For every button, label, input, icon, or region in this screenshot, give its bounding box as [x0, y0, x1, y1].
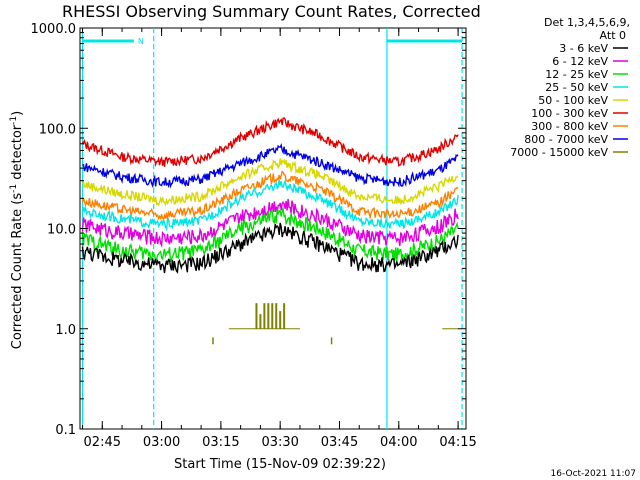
legend-label: 7000 - 15000 keV: [510, 146, 608, 159]
legend-label: 6 - 12 keV: [552, 55, 608, 68]
legend-label: 12 - 25 keV: [545, 68, 608, 81]
series-line: [81, 158, 459, 207]
legend-header-1: Det 1,3,4,5,6,9,: [544, 16, 630, 29]
y-tick-label: 10.0: [47, 223, 76, 238]
series-line: [81, 117, 459, 168]
flag-label: N: [138, 37, 144, 46]
y-tick-label: 1000.0: [31, 22, 77, 37]
x-tick-label: 03:45: [321, 435, 358, 450]
series-line: [81, 178, 459, 232]
legend-label: 100 - 300 keV: [531, 107, 608, 120]
legend-label: 800 - 7000 keV: [524, 133, 608, 146]
chart-title: RHESSI Observing Summary Count Rates, Co…: [62, 2, 481, 21]
x-axis-label: Start Time (15-Nov-09 02:39:22): [174, 457, 386, 472]
legend-label: 300 - 800 keV: [531, 120, 608, 133]
x-tick-label: 04:15: [439, 435, 476, 450]
series-line: [81, 170, 459, 221]
x-tick-label: 03:15: [202, 435, 239, 450]
y-tick-label: 0.1: [55, 423, 76, 438]
series-line: [82, 143, 459, 189]
series-line: [81, 222, 459, 274]
series-line: [81, 205, 459, 264]
y-tick-label: 1.0: [55, 323, 76, 338]
legend-label: 50 - 100 keV: [538, 94, 608, 107]
legend-label: 25 - 50 keV: [545, 81, 608, 94]
x-tick-label: 02:45: [84, 435, 121, 450]
x-tick-label: 04:00: [380, 435, 417, 450]
series-line: [81, 199, 459, 248]
legend-header-2: Att 0: [600, 29, 626, 42]
x-tick-label: 03:00: [143, 435, 180, 450]
y-axis-label: Corrected Count Rate (s-1 detector-1): [9, 111, 25, 349]
legend-label: 3 - 6 keV: [559, 42, 608, 55]
footer-date: 16-Oct-2021 11:07: [551, 469, 636, 479]
x-tick-label: 03:30: [261, 435, 298, 450]
plot-frame: [79, 27, 467, 430]
y-tick-label: 100.0: [39, 122, 76, 137]
